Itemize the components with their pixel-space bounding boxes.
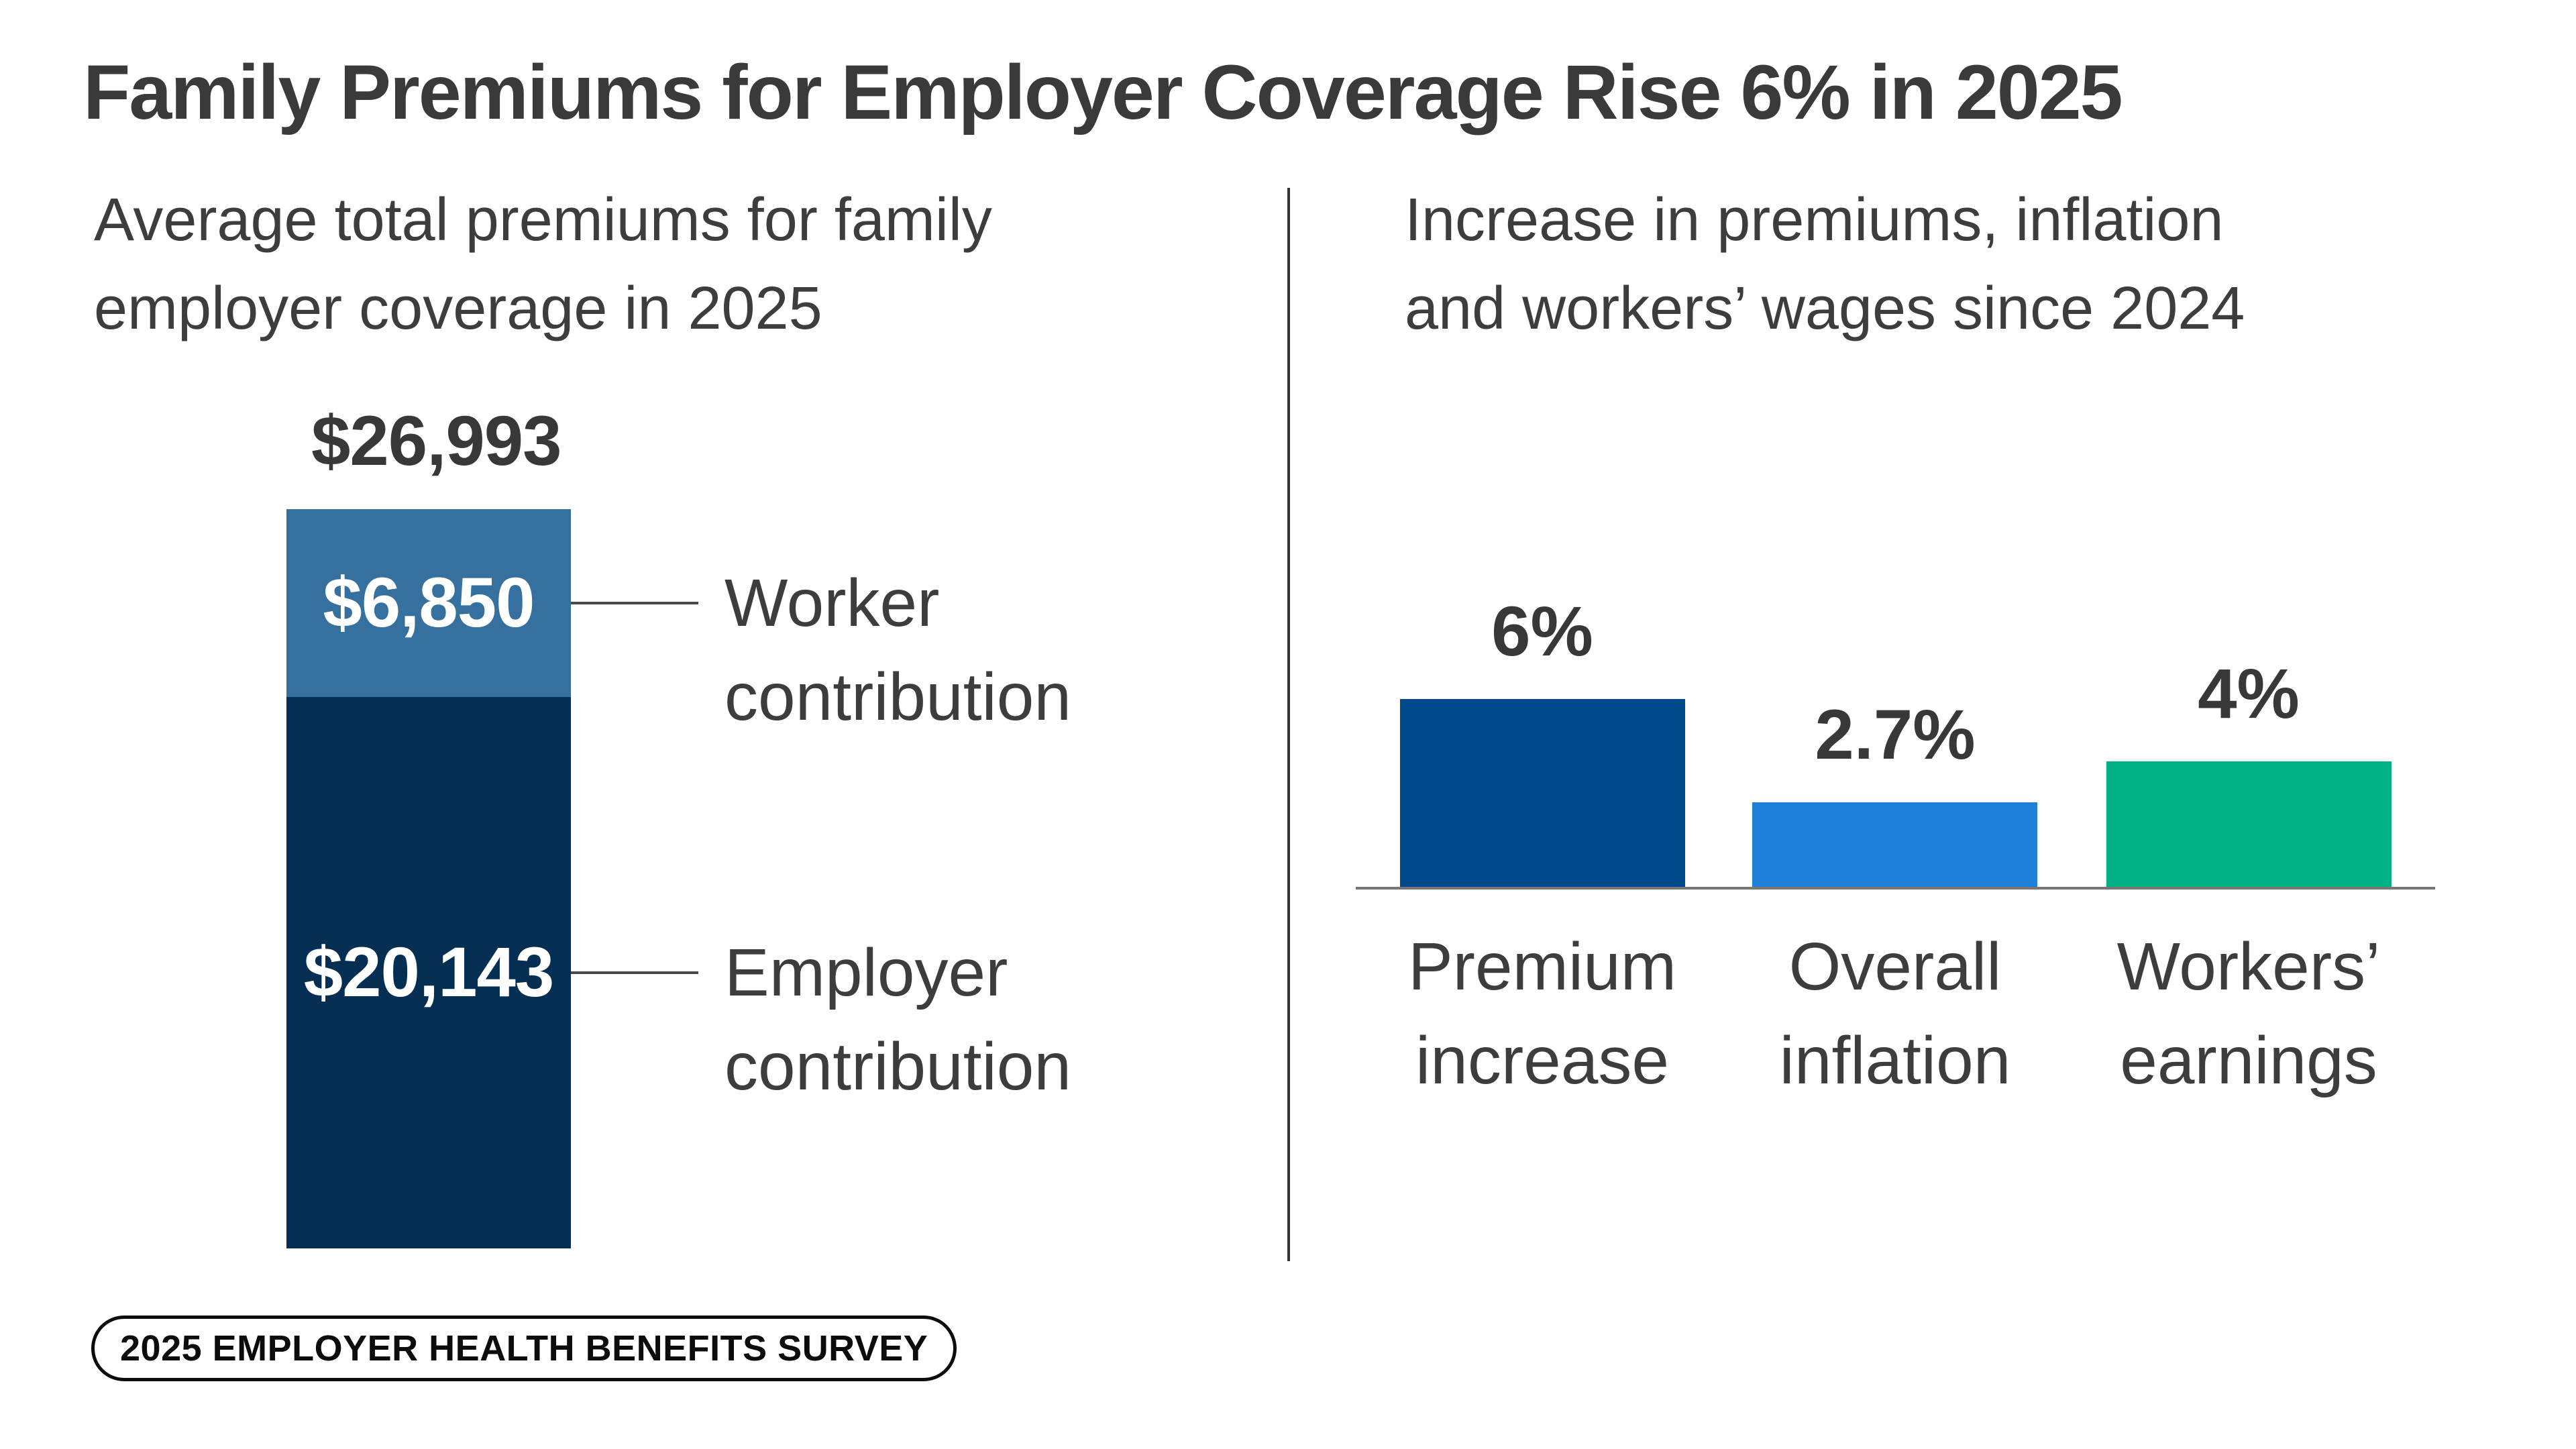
worker-contribution-value: $6,850 — [323, 563, 535, 642]
workers-earnings-value-label: 4% — [2198, 655, 2300, 734]
employer-contribution-value: $20,143 — [303, 932, 555, 1012]
stacked-premium-bar: $6,850 $20,143 — [286, 509, 571, 1248]
right-chart-subtitle: Increase in premiums, inflation and work… — [1405, 176, 2478, 353]
category-label-overall-inflation: Overall inflation — [1779, 929, 2011, 1098]
employer-connector-line — [571, 971, 698, 974]
overall-inflation-value-label: 2.7% — [1815, 695, 1976, 774]
left-subtitle-line1: Average total premiums for family — [94, 186, 992, 254]
category-label-premium-increase: Premium increase — [1407, 929, 1677, 1098]
survey-badge: 2025 EMPLOYER HEALTH BENEFITS SURVEY — [91, 1316, 957, 1381]
employer-contribution-segment: $20,143 — [286, 696, 571, 1248]
category-label-workers-earnings: Workers’ earnings — [2116, 929, 2381, 1098]
worker-contribution-segment: $6,850 — [286, 509, 571, 697]
page-title: Family Premiums for Employer Coverage Ri… — [83, 50, 2123, 136]
x-axis-baseline — [1356, 887, 2435, 890]
premium-increase-bar — [1400, 698, 1685, 887]
overall-inflation-bar — [1752, 802, 2037, 887]
left-chart-subtitle: Average total premiums for family employ… — [94, 176, 1234, 353]
left-subtitle-line2: employer coverage in 2025 — [94, 275, 822, 342]
right-subtitle-line1: Increase in premiums, inflation — [1405, 186, 2224, 254]
premium-increase-value-label: 6% — [1491, 592, 1593, 671]
panel-divider-line — [1287, 188, 1290, 1261]
total-premium-value-label: $26,993 — [311, 402, 562, 480]
survey-badge-label: 2025 EMPLOYER HEALTH BENEFITS SURVEY — [120, 1328, 928, 1368]
worker-contribution-label: Worker contribution — [724, 565, 1071, 735]
right-subtitle-line2: and workers’ wages since 2024 — [1405, 275, 2245, 342]
worker-connector-line — [571, 601, 698, 604]
workers-earnings-bar — [2106, 761, 2392, 887]
employer-contribution-label: Employer contribution — [724, 934, 1071, 1104]
